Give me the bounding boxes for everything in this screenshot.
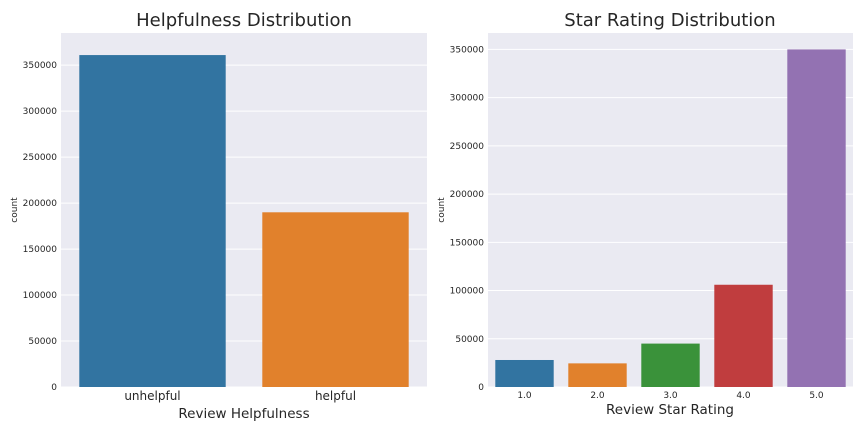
y-tick-label: 300000 [23,107,58,117]
chart-title: Star Rating Distribution [564,10,775,31]
x-tick-label: unhelpful [124,389,180,403]
bar-unhelpful [79,55,226,387]
plot-area [488,33,853,388]
x-tick-label: 2.0 [590,391,605,401]
star-rating-chart: Star Rating Distribution count Review St… [437,10,853,418]
x-tick-label: 1.0 [517,391,532,401]
y-tick-label: 350000 [450,45,485,55]
y-tick-label: 100000 [23,291,58,301]
y-tick-label: 250000 [23,153,58,163]
y-axis-label: count [437,197,447,223]
x-tick-label: helpful [315,389,356,403]
y-tick-label: 0 [478,383,484,393]
y-tick-label: 150000 [450,238,485,248]
y-tick-label: 100000 [450,287,485,297]
y-axis-label: count [10,197,20,223]
x-axis-label: Review Helpfulness [178,406,309,422]
x-axis-label: Review Star Rating [606,402,734,418]
y-tick-label: 50000 [28,337,57,347]
y-tick-label: 50000 [455,335,484,345]
y-tick-label: 250000 [450,142,485,152]
bar-5.0 [787,49,846,387]
bar-2.0 [568,363,627,387]
y-tick-label: 0 [51,383,57,393]
y-tick-label: 350000 [23,61,58,71]
y-tick-label: 200000 [23,199,58,209]
helpfulness-chart: Helpfulness Distribution count Review He… [10,10,427,422]
y-tick-label: 300000 [450,94,485,104]
bar-1.0 [495,359,554,387]
x-tick-label: 4.0 [736,391,751,401]
plot-area [61,33,427,388]
chart-title: Helpfulness Distribution [136,10,352,31]
bar-4.0 [714,284,773,387]
bar-3.0 [641,343,700,387]
x-tick-label: 5.0 [809,391,824,401]
bar-helpful [262,212,409,387]
y-tick-label: 150000 [23,245,58,255]
x-tick-label: 3.0 [663,391,678,401]
y-tick-label: 200000 [450,190,485,200]
